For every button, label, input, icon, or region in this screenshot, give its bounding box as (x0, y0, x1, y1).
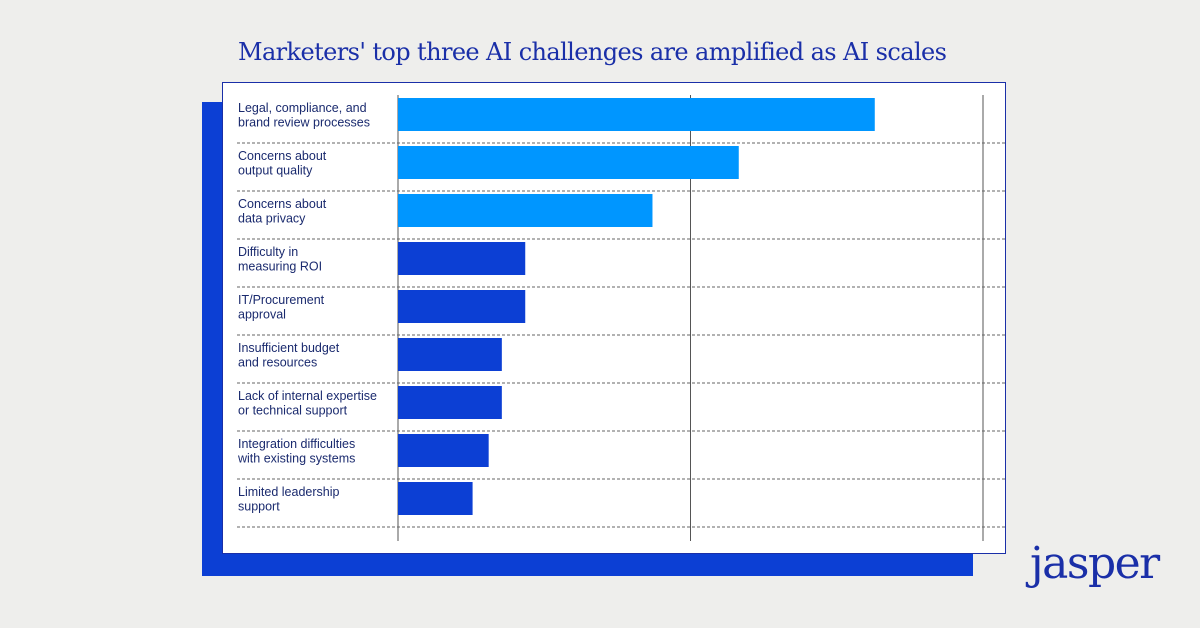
chart-card: Legal, compliance, and brand review proce… (222, 82, 1006, 554)
category-label: Difficulty in measuring ROI (238, 245, 322, 274)
x-tick-label: 20% (663, 551, 691, 553)
bar (398, 290, 526, 323)
bar (398, 338, 502, 371)
category-label: IT/Procurement approval (238, 293, 325, 322)
category-label: Insufficient budget and resources (238, 341, 340, 370)
bar (398, 98, 875, 131)
bar (398, 482, 473, 515)
category-label: Integration difficulties with existing sy… (237, 437, 355, 466)
bar-chart: Legal, compliance, and brand review proce… (237, 95, 1005, 553)
bar (398, 146, 739, 179)
jasper-logo: jasper (1030, 538, 1160, 589)
x-tick-label: 0% (366, 551, 386, 553)
category-label: Concerns about data privacy (238, 197, 327, 226)
category-label: Lack of internal expertise or technical s… (238, 389, 377, 418)
category-label: Concerns about output quality (238, 149, 327, 178)
bar (398, 194, 653, 227)
category-label: Legal, compliance, and brand review proce… (238, 101, 370, 130)
bar (398, 242, 526, 275)
category-label: Limited leadership support (238, 485, 339, 514)
bar (398, 386, 502, 419)
bar (398, 434, 489, 467)
chart-title: Marketers' top three AI challenges are a… (238, 38, 947, 66)
